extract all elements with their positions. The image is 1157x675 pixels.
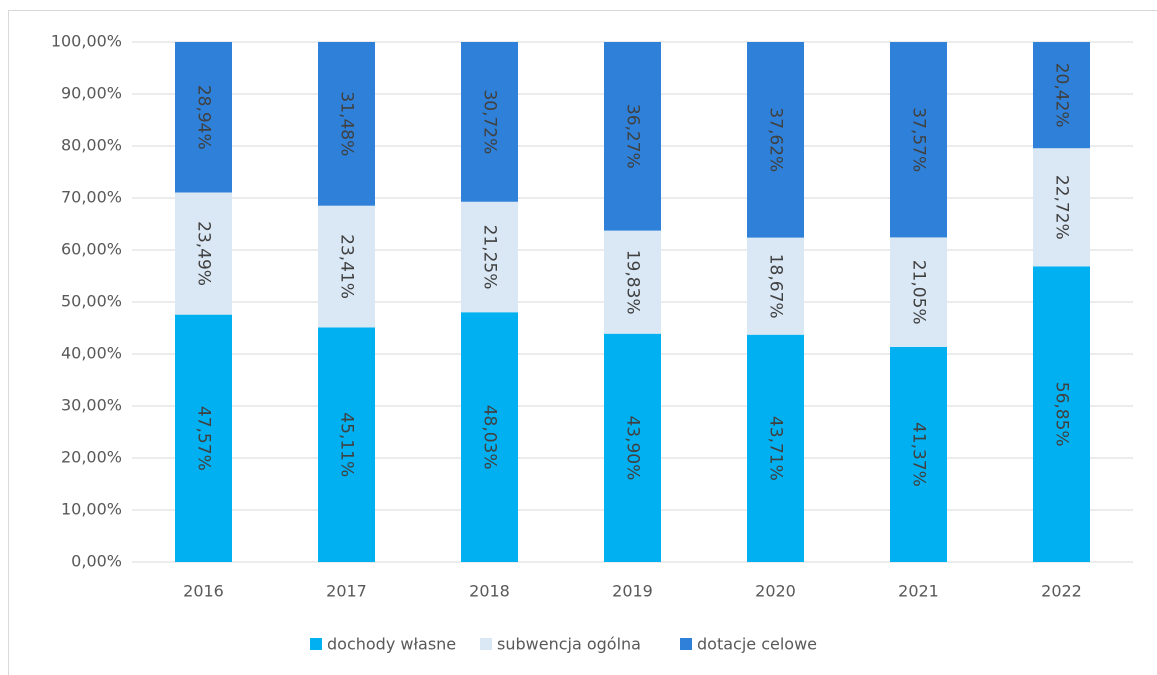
bar-segment	[890, 346, 947, 562]
data-label: 20,42%	[1052, 63, 1072, 128]
bar-segment	[318, 42, 375, 206]
bar-segment	[747, 42, 804, 238]
bar-segment	[604, 230, 661, 334]
y-tick-label: 70,00%	[61, 188, 122, 207]
data-label: 48,03%	[480, 405, 500, 470]
data-label: 45,11%	[337, 412, 357, 477]
data-label: 21,25%	[480, 225, 500, 290]
bar-segment	[461, 201, 518, 313]
bar-segment	[461, 312, 518, 562]
data-label: 37,57%	[909, 107, 929, 172]
bar-segment	[747, 237, 804, 335]
x-tick-label: 2020	[755, 582, 796, 601]
bar-segment	[175, 314, 232, 562]
bar-segment	[318, 205, 375, 328]
x-tick-label: 2016	[183, 582, 224, 601]
data-label: 37,62%	[766, 107, 786, 172]
legend-swatch	[680, 638, 692, 650]
legend-swatch	[480, 638, 492, 650]
data-label: 43,90%	[623, 415, 643, 480]
data-label: 47,57%	[194, 406, 214, 471]
legend-swatch	[310, 638, 322, 650]
bar-segment	[175, 42, 232, 193]
y-tick-label: 0,00%	[71, 552, 122, 571]
data-label: 21,05%	[909, 260, 929, 325]
x-tick-label: 2017	[326, 582, 367, 601]
bar-segment	[747, 334, 804, 562]
data-label: 23,49%	[193, 221, 213, 286]
bar-segment	[890, 42, 947, 238]
legend-label: dochody własne	[327, 635, 456, 654]
bar-segment	[318, 327, 375, 562]
bar-segment	[1033, 266, 1090, 562]
bar-segment	[461, 42, 518, 202]
data-label: 43,71%	[766, 416, 786, 481]
x-tick-label: 2021	[898, 582, 939, 601]
y-tick-label: 100,00%	[51, 32, 122, 51]
bar-segment	[175, 192, 232, 315]
legend-label: dotacje celowe	[697, 635, 817, 654]
y-tick-label: 40,00%	[61, 344, 122, 363]
y-tick-label: 10,00%	[61, 500, 122, 519]
data-label: 19,83%	[623, 250, 643, 315]
x-tick-label: 2022	[1041, 582, 1082, 601]
x-tick-label: 2019	[612, 582, 653, 601]
data-label: 28,94%	[194, 85, 214, 150]
legend-label: subwencja ogólna	[497, 635, 641, 654]
data-label: 56,85%	[1052, 382, 1072, 447]
chart-border	[8, 10, 1157, 675]
x-tick-label: 2018	[469, 582, 510, 601]
y-tick-label: 30,00%	[61, 396, 122, 415]
data-label: 41,37%	[909, 422, 929, 487]
y-tick-label: 90,00%	[61, 84, 122, 103]
bar-segment	[604, 333, 661, 562]
data-label: 31,48%	[337, 91, 357, 156]
data-label: 22,72%	[1052, 175, 1072, 240]
bar-segment	[890, 237, 947, 347]
y-tick-label: 20,00%	[61, 448, 122, 467]
data-label: 36,27%	[623, 104, 643, 169]
y-tick-label: 50,00%	[61, 292, 122, 311]
bar-segment	[604, 42, 661, 231]
bar-segment	[1033, 148, 1090, 267]
y-tick-label: 80,00%	[61, 136, 122, 155]
y-tick-label: 60,00%	[61, 240, 122, 259]
bar-segment	[1033, 42, 1090, 149]
data-label: 23,41%	[337, 234, 357, 299]
data-label: 30,72%	[480, 89, 500, 154]
data-label: 18,67%	[766, 254, 786, 319]
